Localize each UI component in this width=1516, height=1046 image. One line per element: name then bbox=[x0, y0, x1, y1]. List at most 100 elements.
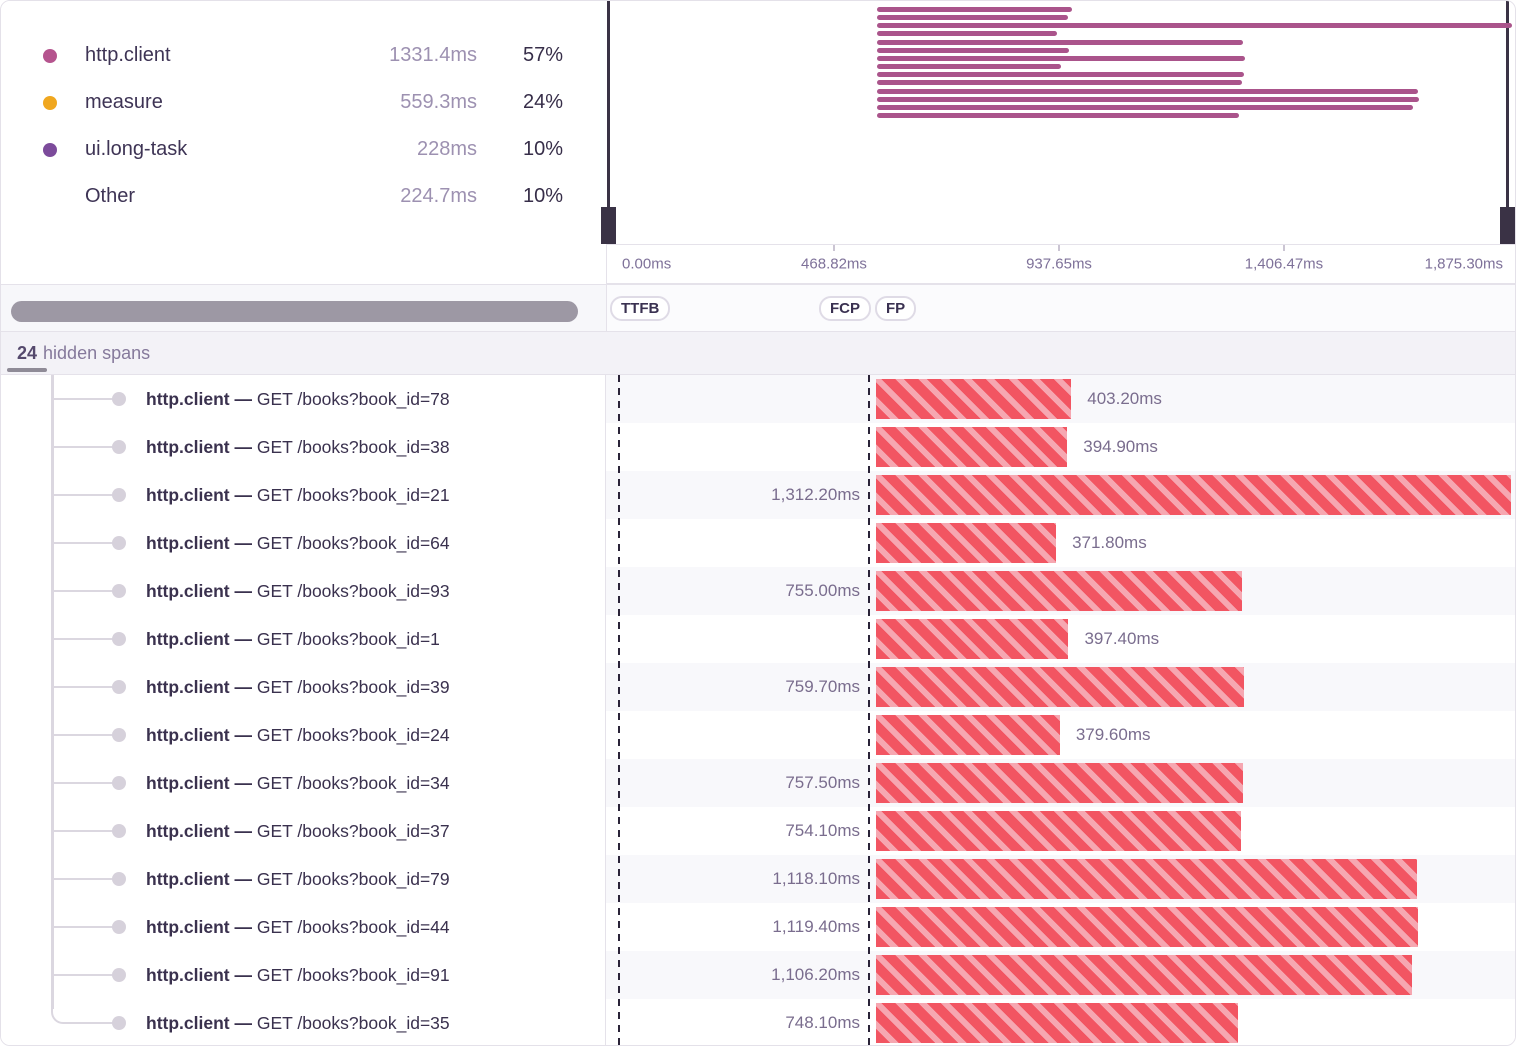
span-row[interactable]: http.client — GET /books?book_id=78 bbox=[1, 375, 605, 423]
span-description: GET /books?book_id=1 bbox=[256, 629, 440, 649]
legend-op-label: http.client bbox=[85, 44, 171, 66]
span-row-timeline[interactable]: 397.40ms bbox=[606, 615, 1515, 663]
trace-minimap[interactable] bbox=[601, 1, 1515, 245]
span-row-timeline[interactable]: 748.10ms bbox=[606, 999, 1515, 1045]
minimap-right-handle[interactable] bbox=[1500, 207, 1515, 244]
span-name: http.client — GET /books?book_id=64 bbox=[146, 519, 450, 567]
span-row-timeline[interactable]: 757.50ms bbox=[606, 759, 1515, 807]
horizontal-scrollbar-thumb[interactable] bbox=[11, 301, 578, 322]
span-op: http.client — bbox=[146, 629, 257, 649]
axis-tick-label: 937.65ms bbox=[1026, 255, 1092, 273]
legend-item: measure 559.3ms 24% bbox=[1, 79, 606, 126]
span-row[interactable]: http.client — GET /books?book_id=34 bbox=[1, 759, 605, 807]
span-row[interactable]: http.client — GET /books?book_id=79 bbox=[1, 855, 605, 903]
minimap-span-bar bbox=[877, 15, 1069, 21]
span-row[interactable]: http.client — GET /books?book_id=91 bbox=[1, 951, 605, 999]
span-row[interactable]: http.client — GET /books?book_id=64 bbox=[1, 519, 605, 567]
legend-item: http.client 1331.4ms 57% bbox=[1, 32, 606, 79]
span-duration-label: 757.50ms bbox=[785, 773, 860, 792]
span-duration-label: 397.40ms bbox=[1084, 629, 1160, 648]
span-description: GET /books?book_id=35 bbox=[256, 1013, 450, 1033]
vital-badge-ttfb: TTFB bbox=[610, 296, 671, 321]
mini-scrollbar-thumb[interactable] bbox=[7, 368, 47, 372]
span-row-timeline[interactable]: 371.80ms bbox=[606, 519, 1515, 567]
span-name: http.client — GET /books?book_id=39 bbox=[146, 663, 450, 711]
legend-color-dot bbox=[43, 95, 57, 110]
vital-badge-fp: FP bbox=[875, 296, 917, 321]
minimap-left-handle[interactable] bbox=[601, 207, 616, 244]
span-duration-bar[interactable] bbox=[876, 427, 1068, 467]
minimap-span-bar bbox=[877, 7, 1073, 12]
span-description: GET /books?book_id=24 bbox=[256, 725, 450, 745]
minimap-left-handle-line[interactable] bbox=[606, 1, 610, 244]
span-op: http.client — bbox=[146, 869, 257, 889]
hidden-spans-row[interactable]: 24 hidden spans bbox=[1, 332, 1515, 375]
axis-tick-label: 1,406.47ms bbox=[1244, 255, 1324, 273]
span-op: http.client — bbox=[146, 1013, 257, 1033]
span-duration-bar[interactable] bbox=[876, 859, 1418, 899]
span-duration-label: 1,312.20ms bbox=[771, 485, 860, 504]
minimap-right-handle-line[interactable] bbox=[1506, 1, 1509, 244]
span-row-timeline[interactable]: 1,106.20ms bbox=[606, 951, 1515, 999]
span-name: http.client — GET /books?book_id=79 bbox=[146, 855, 450, 903]
legend-percent: 24% bbox=[522, 91, 563, 113]
span-row-timeline[interactable]: 403.20ms bbox=[606, 375, 1515, 423]
legend-duration: 228ms bbox=[416, 138, 477, 160]
span-row-timeline[interactable]: 759.70ms bbox=[606, 663, 1515, 711]
tree-branch-line bbox=[64, 1021, 113, 1024]
span-duration-bar[interactable] bbox=[876, 763, 1243, 803]
span-row[interactable]: http.client — GET /books?book_id=24 bbox=[1, 711, 605, 759]
legend-item: ui.long-task 228ms 10% bbox=[1, 126, 606, 173]
span-row-timeline[interactable]: 755.00ms bbox=[606, 567, 1515, 615]
axis-tick-mark bbox=[1058, 245, 1060, 251]
span-row[interactable]: http.client — GET /books?book_id=38 bbox=[1, 423, 605, 471]
tree-node-dot bbox=[112, 872, 126, 886]
span-name: http.client — GET /books?book_id=34 bbox=[146, 759, 450, 807]
span-duration-bar[interactable] bbox=[876, 379, 1072, 419]
tree-trunk-elbow bbox=[51, 1007, 66, 1024]
legend-color-dot bbox=[43, 142, 57, 157]
tree-branch-line bbox=[53, 637, 113, 640]
span-row-timeline[interactable]: 1,119.40ms bbox=[606, 903, 1515, 951]
span-duration-bar[interactable] bbox=[876, 523, 1057, 563]
span-name: http.client — GET /books?book_id=38 bbox=[146, 423, 450, 471]
span-duration-label: 759.70ms bbox=[785, 677, 860, 696]
span-row-timeline[interactable]: 1,312.20ms bbox=[606, 471, 1515, 519]
span-duration-bar[interactable] bbox=[876, 955, 1412, 995]
span-duration-label: 403.20ms bbox=[1087, 389, 1162, 408]
minimap-span-bar bbox=[877, 23, 1513, 29]
ops-breakdown-legend: http.client 1331.4ms 57% measure 559.3ms 24% u… bbox=[1, 1, 606, 284]
span-description: GET /books?book_id=79 bbox=[256, 869, 450, 889]
span-op: http.client — bbox=[146, 917, 257, 937]
timeline-guide-line-right bbox=[868, 375, 870, 1045]
span-row[interactable]: http.client — GET /books?book_id=93 bbox=[1, 567, 605, 615]
span-duration-bar[interactable] bbox=[876, 907, 1419, 947]
tree-node-dot bbox=[112, 584, 126, 598]
span-duration-bar[interactable] bbox=[876, 715, 1060, 755]
span-op: http.client — bbox=[146, 821, 257, 841]
span-duration-bar[interactable] bbox=[876, 1003, 1239, 1043]
span-duration-bar[interactable] bbox=[876, 571, 1242, 611]
span-duration-bar[interactable] bbox=[876, 811, 1242, 851]
span-duration-bar[interactable] bbox=[876, 475, 1512, 515]
vital-badge-fcp: FCP bbox=[819, 296, 871, 321]
span-name: http.client — GET /books?book_id=37 bbox=[146, 807, 450, 855]
legend-item: Other 224.7ms 10% bbox=[1, 173, 606, 220]
span-row[interactable]: http.client — GET /books?book_id=39 bbox=[1, 663, 605, 711]
span-row-timeline[interactable]: 394.90ms bbox=[606, 423, 1515, 471]
span-row[interactable]: http.client — GET /books?book_id=21 bbox=[1, 471, 605, 519]
span-duration-bar[interactable] bbox=[876, 667, 1244, 707]
span-row[interactable]: http.client — GET /books?book_id=1 bbox=[1, 615, 605, 663]
span-list-scrollbar-track[interactable] bbox=[1, 284, 606, 332]
span-duration-label: 371.80ms bbox=[1072, 533, 1147, 552]
span-duration-bar[interactable] bbox=[876, 619, 1069, 659]
legend-op-label: measure bbox=[85, 91, 163, 113]
span-row[interactable]: http.client — GET /books?book_id=35 bbox=[1, 999, 605, 1045]
span-row[interactable]: http.client — GET /books?book_id=37 bbox=[1, 807, 605, 855]
span-row-timeline[interactable]: 379.60ms bbox=[606, 711, 1515, 759]
span-row[interactable]: http.client — GET /books?book_id=44 bbox=[1, 903, 605, 951]
span-row-timeline[interactable]: 754.10ms bbox=[606, 807, 1515, 855]
span-name: http.client — GET /books?book_id=78 bbox=[146, 375, 450, 423]
span-row-timeline[interactable]: 1,118.10ms bbox=[606, 855, 1515, 903]
span-name: http.client — GET /books?book_id=24 bbox=[146, 711, 450, 759]
